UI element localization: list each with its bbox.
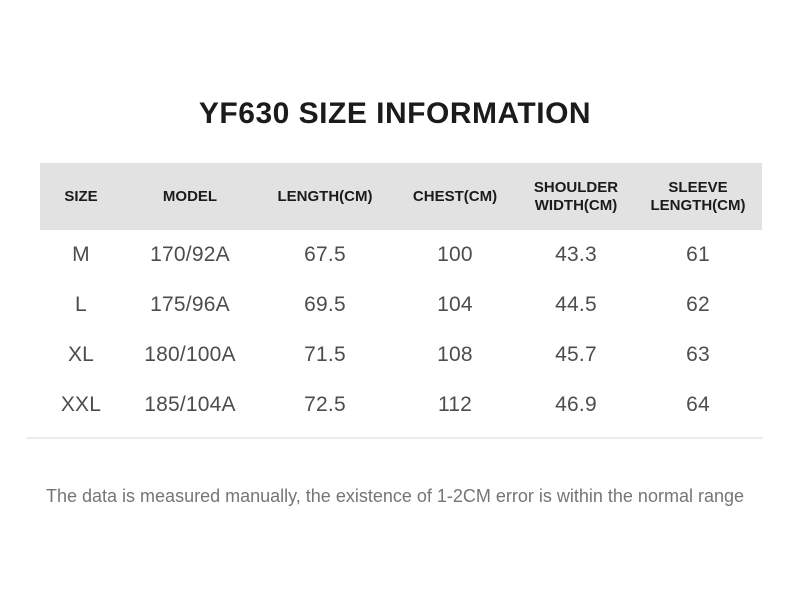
cell-shoulder: 45.7 bbox=[555, 343, 597, 366]
cell-chest: 112 bbox=[437, 393, 473, 416]
size-table-header-row: SIZE MODEL LENGTH(CM) CHEST(CM) SHOULDER… bbox=[40, 163, 762, 230]
table-row-xl: XL 180/100A 71.5 108 45.7 63 bbox=[40, 330, 762, 380]
cell-length: 69.5 bbox=[304, 293, 346, 316]
cell-size: XL bbox=[67, 343, 95, 366]
column-header-shoulder-width: SHOULDER WIDTH(CM) bbox=[533, 179, 619, 214]
cell-size: L bbox=[75, 293, 87, 316]
cell-shoulder: 46.9 bbox=[555, 393, 597, 416]
cell-sleeve: 63 bbox=[686, 343, 710, 366]
cell-length: 72.5 bbox=[304, 393, 346, 416]
cell-sleeve: 64 bbox=[686, 393, 710, 416]
cell-model: 180/100A bbox=[144, 343, 236, 366]
column-header-size: SIZE bbox=[64, 187, 98, 205]
column-header-sleeve-length: SLEEVE LENGTH(CM) bbox=[650, 179, 746, 214]
cell-length: 71.5 bbox=[304, 343, 346, 366]
cell-shoulder: 44.5 bbox=[555, 293, 597, 316]
cell-model: 170/92A bbox=[150, 243, 230, 266]
column-header-model: MODEL bbox=[162, 187, 218, 205]
cell-model: 175/96A bbox=[150, 293, 230, 316]
cell-chest: 108 bbox=[437, 343, 473, 366]
table-row-m: M 170/92A 67.5 100 43.3 61 bbox=[40, 230, 762, 280]
column-header-chest: CHEST(CM) bbox=[412, 187, 498, 205]
table-row-xxl: XXL 185/104A 72.5 112 46.9 64 bbox=[40, 380, 762, 430]
cell-sleeve: 61 bbox=[686, 243, 710, 266]
column-header-length: LENGTH(CM) bbox=[277, 187, 373, 205]
cell-shoulder: 43.3 bbox=[555, 243, 597, 266]
size-table: SIZE MODEL LENGTH(CM) CHEST(CM) SHOULDER… bbox=[40, 163, 762, 430]
cell-length: 67.5 bbox=[304, 243, 346, 266]
cell-model: 185/104A bbox=[144, 393, 236, 416]
cell-chest: 100 bbox=[437, 243, 473, 266]
cell-sleeve: 62 bbox=[686, 293, 710, 316]
table-row-l: L 175/96A 69.5 104 44.5 62 bbox=[40, 280, 762, 330]
divider-line bbox=[26, 437, 763, 439]
cell-size: XXL bbox=[60, 393, 102, 416]
cell-size: M bbox=[72, 243, 90, 266]
page-title: YF630 SIZE INFORMATION bbox=[198, 97, 592, 130]
measurement-note: The data is measured manually, the exist… bbox=[46, 486, 744, 506]
cell-chest: 104 bbox=[437, 293, 473, 316]
